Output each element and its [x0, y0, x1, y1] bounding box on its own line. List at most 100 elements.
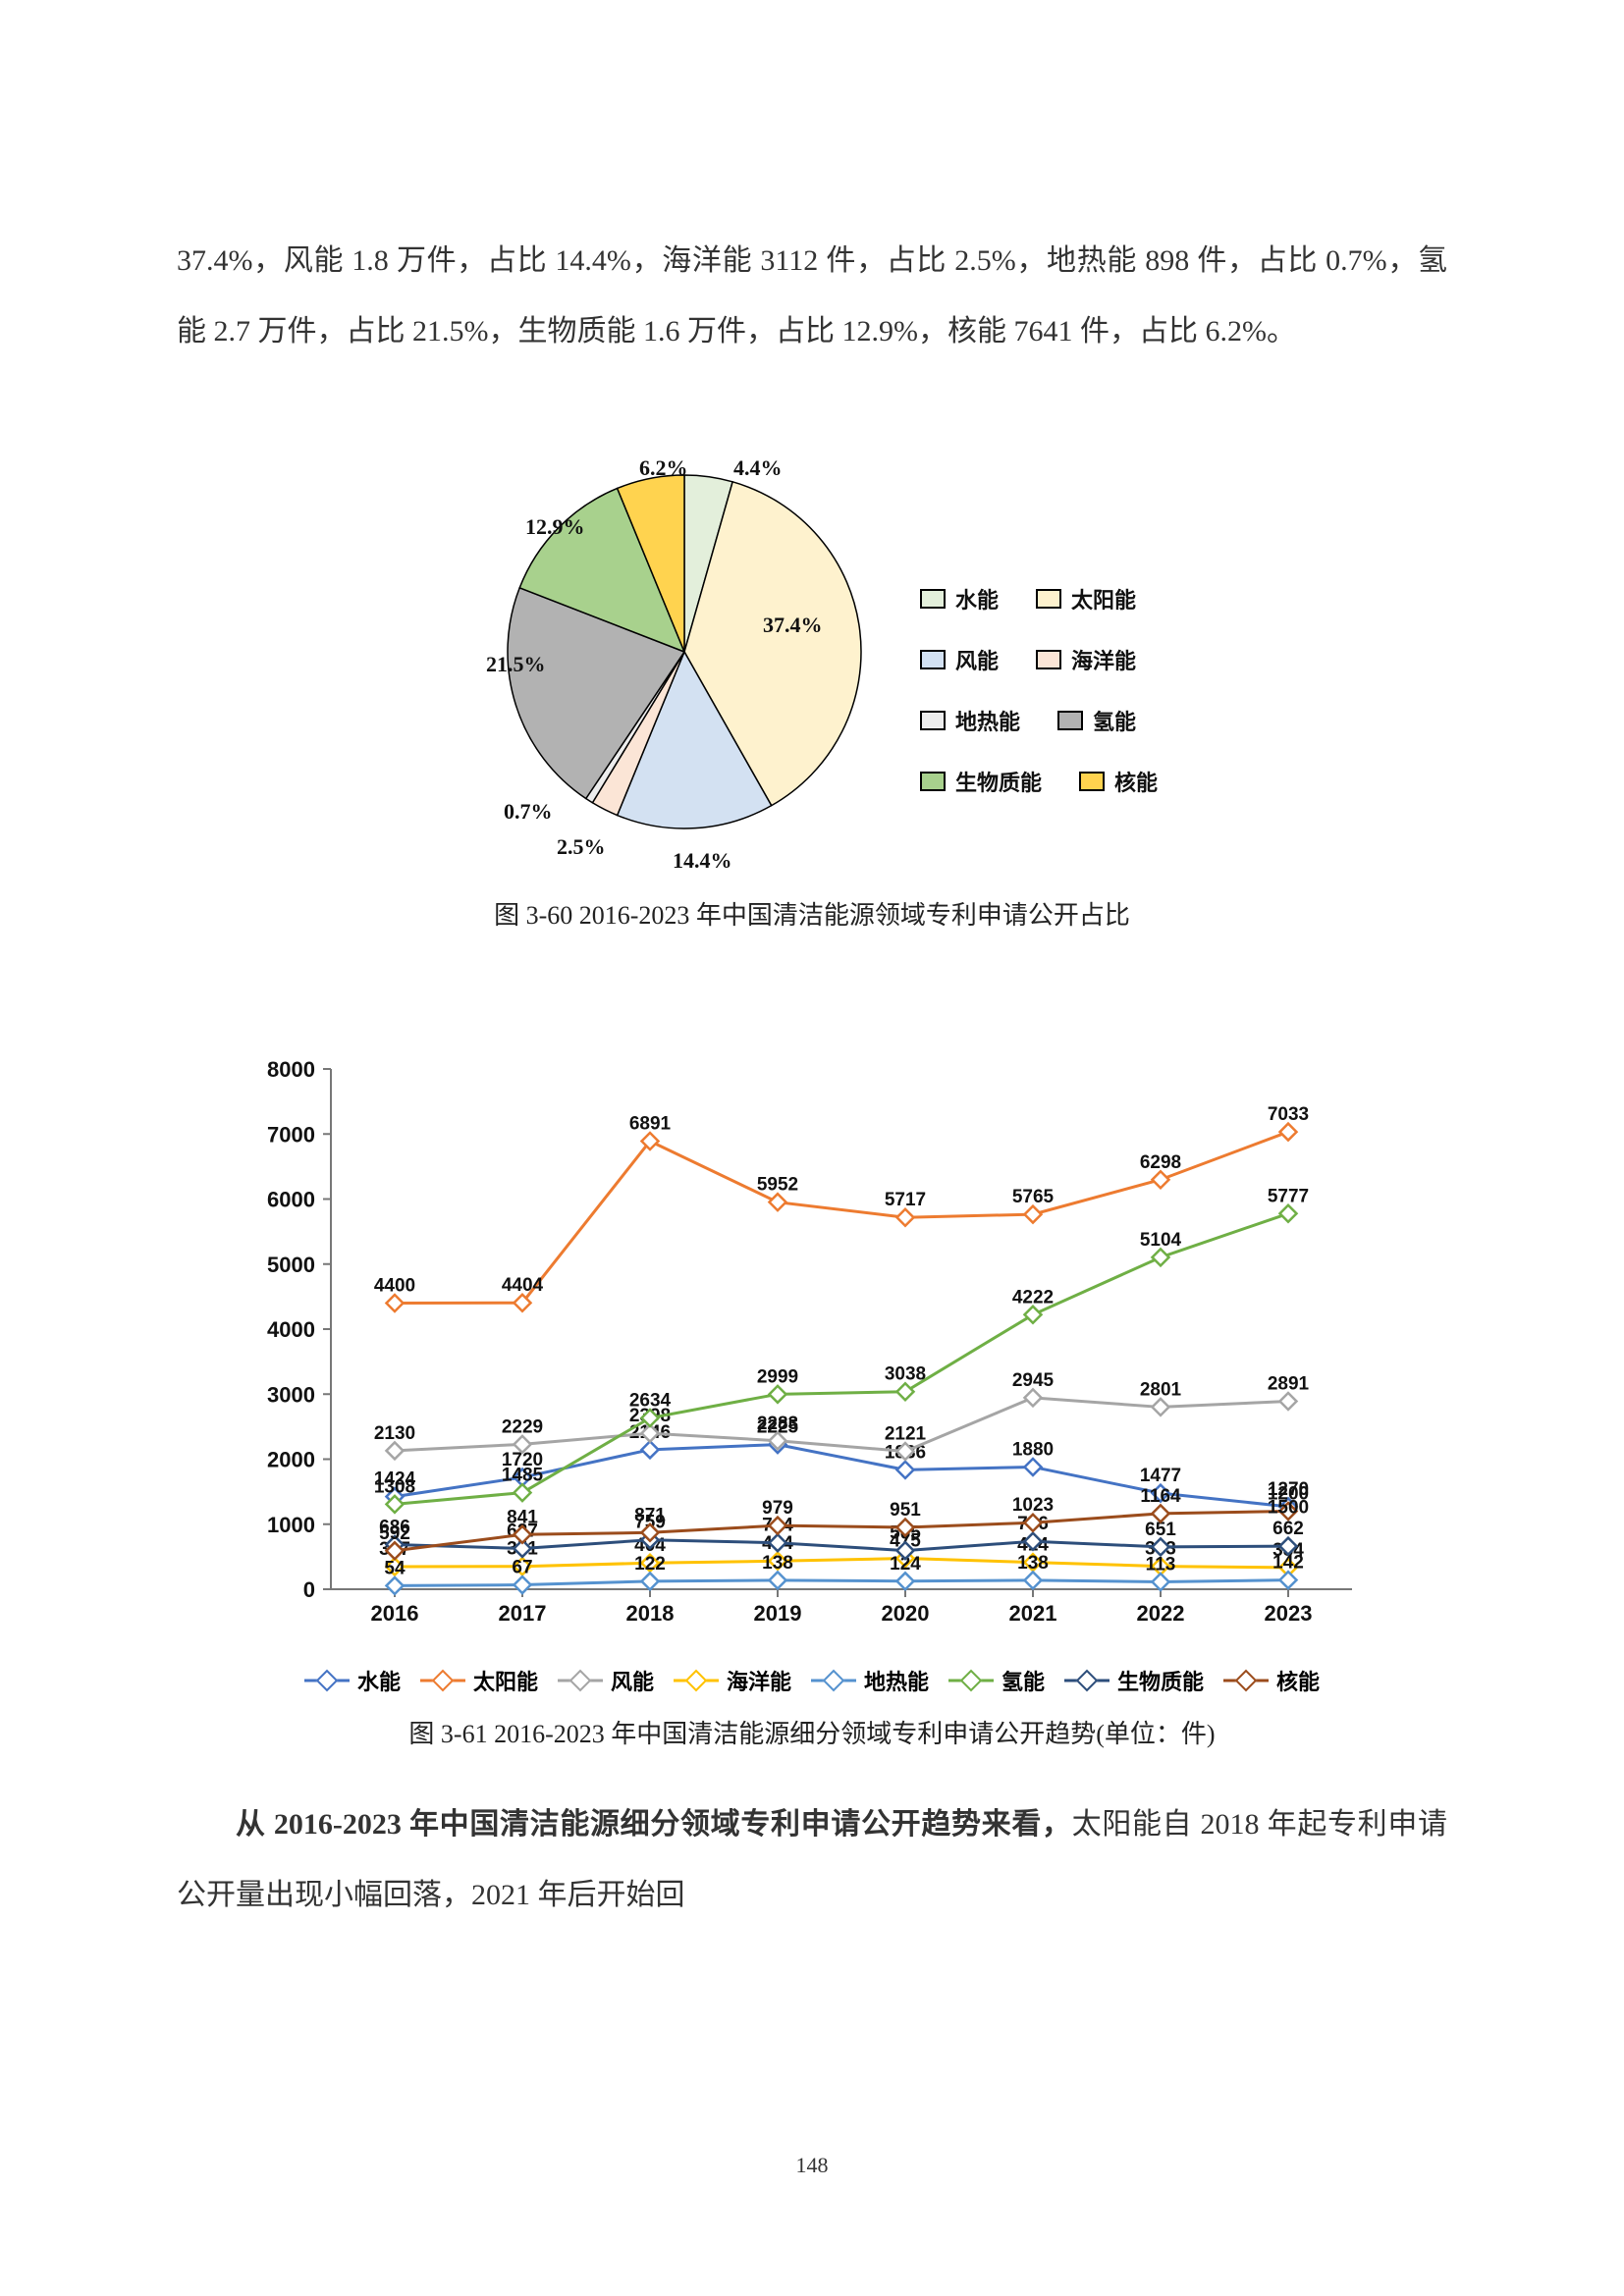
x-tick-label: 2022 — [1137, 1601, 1185, 1626]
legend-swatch — [920, 711, 946, 730]
legend-label: 太阳能 — [1071, 583, 1136, 614]
pie-caption: 图 3-60 2016-2023 年中国清洁能源领域专利申请公开占比 — [177, 895, 1447, 932]
y-tick-label: 5000 — [267, 1253, 315, 1277]
x-tick-label: 2016 — [371, 1601, 419, 1626]
line-marker — [1025, 1572, 1042, 1588]
legend-label: 氢能 — [1093, 705, 1136, 736]
x-tick-label: 2020 — [882, 1601, 930, 1626]
data-label: 662 — [1272, 1519, 1304, 1539]
line-marker — [1025, 1459, 1042, 1475]
y-tick-label: 7000 — [267, 1122, 315, 1147]
line-marker — [1153, 1171, 1169, 1188]
line-marker — [642, 1573, 659, 1589]
legend-label: 水能 — [955, 583, 999, 614]
line-marker — [770, 1386, 786, 1403]
data-label: 1485 — [502, 1466, 544, 1486]
data-label: 2891 — [1268, 1373, 1310, 1394]
legend-swatch — [1223, 1674, 1269, 1687]
line-legend: 水能太阳能风能海洋能 地热能 氢能 生物质能 核能 — [243, 1665, 1381, 1696]
legend-swatch — [920, 772, 946, 791]
pie-slice-label: 14.4% — [673, 848, 732, 874]
line-legend-item: 水能 — [304, 1665, 401, 1696]
legend-label: 地热能 — [864, 1665, 929, 1696]
legend-label: 氢能 — [1001, 1665, 1045, 1696]
line-marker — [514, 1576, 531, 1593]
data-label: 5765 — [1012, 1187, 1055, 1207]
pie-legend-item: 风能 — [920, 644, 999, 675]
line-marker — [1025, 1307, 1042, 1323]
line-marker — [897, 1209, 914, 1226]
data-label: 592 — [379, 1523, 410, 1544]
data-label: 2801 — [1140, 1379, 1182, 1400]
legend-label: 海洋能 — [1071, 644, 1136, 675]
data-label: 2945 — [1012, 1370, 1055, 1391]
page: 37.4%，风能 1.8 万件，占比 14.4%，海洋能 3112 件，占比 2… — [0, 0, 1624, 2296]
pie-legend-item: 太阳能 — [1036, 583, 1136, 614]
pie-slice-label: 4.4% — [733, 455, 783, 481]
data-label: 951 — [890, 1500, 921, 1521]
line-marker — [1280, 1205, 1297, 1222]
data-label: 5777 — [1268, 1186, 1309, 1206]
line-caption: 图 3-61 2016-2023 年中国清洁能源细分领域专利申请公开趋势(单位：… — [177, 1714, 1447, 1750]
pie-legend-item: 地热能 — [920, 705, 1020, 736]
line-marker — [387, 1295, 404, 1311]
data-label: 871 — [634, 1505, 666, 1525]
data-label: 1308 — [374, 1476, 415, 1497]
x-tick-label: 2023 — [1265, 1601, 1313, 1626]
legend-swatch — [304, 1674, 350, 1687]
pie-slice-label: 6.2% — [639, 455, 688, 481]
line-marker — [1025, 1206, 1042, 1223]
page-number: 148 — [0, 2153, 1624, 2178]
pie-chart: 4.4%37.4%14.4%2.5%0.7%21.5%12.9%6.2% 水能太… — [370, 455, 1254, 878]
line-legend-item: 地热能 — [811, 1665, 929, 1696]
line-marker — [770, 1572, 786, 1588]
line-legend-item: 海洋能 — [674, 1665, 791, 1696]
line-marker — [1153, 1574, 1169, 1590]
data-label: 67 — [512, 1558, 532, 1578]
legend-label: 生物质能 — [955, 766, 1042, 797]
data-label: 5952 — [757, 1175, 798, 1196]
x-tick-label: 2021 — [1009, 1601, 1057, 1626]
legend-label: 风能 — [955, 644, 999, 675]
legend-label: 核能 — [1276, 1665, 1320, 1696]
line-marker — [387, 1442, 404, 1459]
pie-legend-item: 氢能 — [1057, 705, 1136, 736]
pie-chart-area: 4.4%37.4%14.4%2.5%0.7%21.5%12.9%6.2% 水能太… — [177, 455, 1447, 878]
line-legend-item: 氢能 — [948, 1665, 1045, 1696]
line-marker — [1025, 1389, 1042, 1406]
legend-swatch — [558, 1674, 603, 1687]
line-marker — [514, 1484, 531, 1501]
data-label: 6891 — [629, 1113, 672, 1134]
data-label: 2121 — [885, 1423, 927, 1444]
legend-label: 生物质能 — [1117, 1665, 1204, 1696]
y-tick-label: 0 — [303, 1577, 315, 1602]
y-tick-label: 1000 — [267, 1513, 315, 1537]
data-label: 1500 — [1268, 1498, 1309, 1519]
legend-swatch — [1064, 1674, 1110, 1687]
pie-slice-label: 21.5% — [486, 652, 546, 677]
line-marker — [1280, 1572, 1297, 1588]
pie-legend-item: 海洋能 — [1036, 644, 1136, 675]
pie-slice-label: 0.7% — [504, 799, 553, 825]
legend-swatch — [948, 1674, 994, 1687]
line-legend-item: 风能 — [558, 1665, 654, 1696]
data-label: 113 — [1146, 1555, 1176, 1575]
pie-slice-label: 2.5% — [557, 834, 606, 860]
y-tick-label: 2000 — [267, 1448, 315, 1472]
data-label: 4222 — [1012, 1287, 1054, 1308]
paragraph-bottom-bold: 从 2016-2023 年中国清洁能源细分领域专利申请公开趋势来看， — [236, 1808, 1072, 1841]
line-marker — [1280, 1124, 1297, 1141]
data-label: 2130 — [374, 1423, 415, 1444]
line-legend-item: 太阳能 — [420, 1665, 538, 1696]
data-label: 2283 — [757, 1414, 798, 1434]
pie-legend-item: 生物质能 — [920, 766, 1042, 797]
legend-swatch — [674, 1674, 719, 1687]
x-tick-label: 2017 — [499, 1601, 547, 1626]
y-tick-label: 4000 — [267, 1317, 315, 1342]
pie-slice-label: 12.9% — [525, 514, 585, 540]
y-tick-label: 3000 — [267, 1382, 315, 1407]
data-label: 2229 — [502, 1416, 543, 1437]
line-marker — [897, 1573, 914, 1589]
line-marker — [387, 1577, 404, 1594]
legend-label: 地热能 — [955, 705, 1020, 736]
